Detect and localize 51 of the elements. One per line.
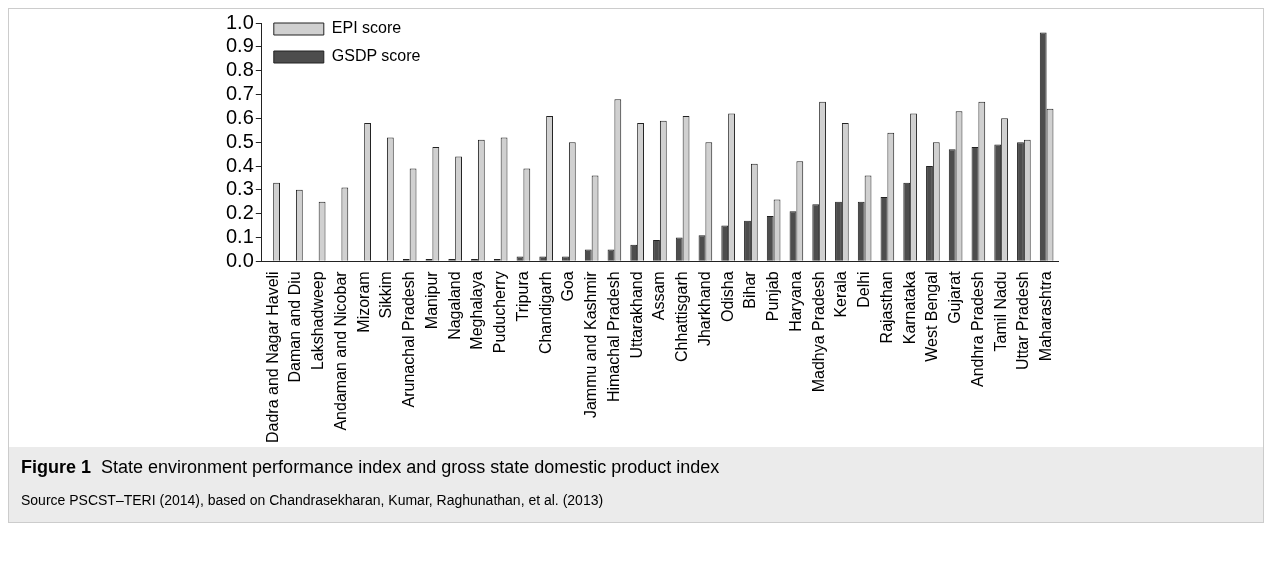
x-tick-label: Meghalaya: [468, 271, 486, 350]
source-note: Source PSCST–TERI (2014), based on Chandrasekharan, Kumar, Raghunathan, et al. (2013): [21, 492, 605, 508]
x-tick-label: Jharkhand: [695, 271, 713, 347]
x-tick-label: Andaman and Nicobar: [331, 270, 349, 431]
x-tick-label: Madhya Pradesh: [809, 271, 827, 393]
x-tick-label: Dadra and Nagar Haveli: [263, 271, 281, 444]
y-tick-label: 0.5: [225, 129, 254, 152]
x-tick-label: Arunachal Pradesh: [400, 271, 418, 408]
x-tick-label: Himachal Pradesh: [604, 271, 622, 403]
x-tick-label: Nagaland: [445, 271, 463, 340]
x-tick-label: Mizoram: [354, 271, 372, 333]
x-tick-label: Chhattisgarh: [673, 271, 691, 363]
y-tick-label: 1.0: [225, 10, 254, 33]
y-tick-label: 0.7: [225, 82, 254, 105]
x-tick-label: Uttarakhand: [627, 271, 645, 359]
x-tick-label: Rajasthan: [877, 271, 895, 344]
x-tick-label: Karnataka: [900, 271, 918, 345]
y-tick-label: 0.3: [225, 177, 254, 200]
x-tick-label: Chandigarh: [536, 271, 554, 355]
x-tick-label: Kerala: [832, 271, 850, 318]
x-tick-label: Delhi: [855, 271, 873, 308]
x-tick-label: Lakshadweep: [309, 271, 327, 371]
x-tick-label: Tamil Nadu: [991, 271, 1009, 352]
x-tick-label: Jammu and Kashmir: [582, 270, 600, 419]
y-tick-label: 0.9: [225, 34, 254, 57]
x-tick-label: Andhra Pradesh: [968, 271, 986, 387]
y-tick-label: 0.0: [225, 248, 254, 271]
x-tick-label: Bihar: [741, 270, 759, 309]
x-tick-label: Uttar Pradesh: [1014, 271, 1032, 371]
x-tick-label: Odisha: [718, 271, 736, 323]
x-tick-label: Gujarat: [946, 270, 964, 324]
x-tick-label: Goa: [559, 271, 577, 302]
x-tick-label: Manipur: [422, 270, 440, 330]
x-tick-label: Punjab: [764, 271, 782, 322]
x-tick-label: Sikkim: [377, 271, 395, 319]
x-tick-label: Daman and Diu: [286, 271, 304, 383]
text: State environment performance index and gross state domestic product index: [101, 457, 720, 477]
y-tick-label: 0.8: [225, 58, 254, 81]
y-tick-label: 0.1: [225, 225, 254, 248]
legend-label: GSDP score: [331, 47, 421, 65]
y-tick-label: 0.4: [225, 153, 254, 176]
y-tick-label: 0.2: [225, 201, 254, 224]
x-tick-label: Assam: [650, 271, 668, 321]
x-tick-label: Maharashtra: [1037, 271, 1055, 362]
text: Figure 1: [21, 457, 92, 477]
x-tick-label: Haryana: [786, 271, 804, 332]
legend-label: EPI score: [331, 19, 402, 37]
x-tick-label: West Bengal: [923, 271, 941, 362]
x-tick-label: Puducherry: [491, 271, 509, 354]
y-tick-label: 0.6: [225, 105, 254, 128]
x-tick-label: Tripura: [513, 271, 531, 322]
